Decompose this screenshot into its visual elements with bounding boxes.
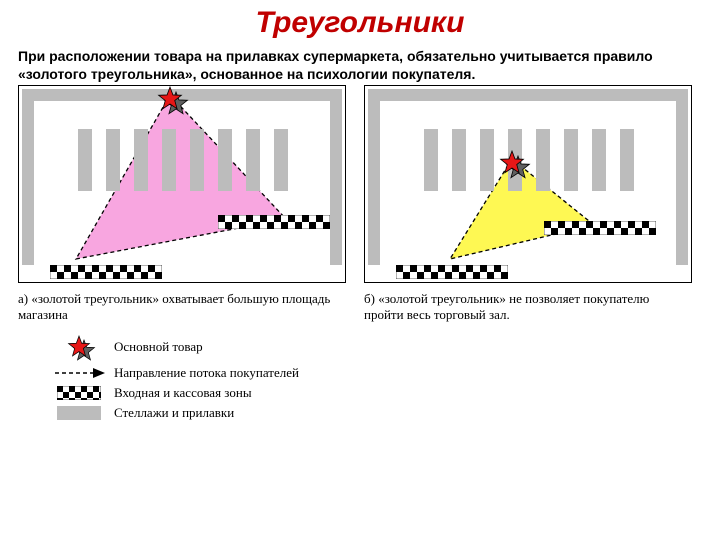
- arrow-icon: [50, 366, 108, 380]
- caption-a: а) «золотой треугольник» охватывает боль…: [18, 291, 338, 323]
- legend: Основной товар Направление потока покупа…: [50, 333, 720, 421]
- legend-row: Направление потока покупателей: [50, 365, 720, 381]
- panel-a-border: [18, 85, 346, 283]
- legend-row: Основной товар: [50, 333, 720, 361]
- page-title: Треугольники: [0, 6, 720, 40]
- intro-text: При расположении товара на прилавках суп…: [18, 48, 702, 83]
- star-icon: [50, 333, 108, 361]
- panel-b-border: [364, 85, 692, 283]
- diagrams-row: а) «золотой треугольник» охватывает боль…: [0, 85, 720, 323]
- legend-label: Входная и кассовая зоны: [114, 385, 252, 401]
- checker-icon: [50, 386, 108, 400]
- legend-label: Направление потока покупателей: [114, 365, 299, 381]
- panel-a: [22, 89, 342, 279]
- caption-b: б) «золотой треугольник» не позволяет по…: [364, 291, 684, 323]
- shelf-icon: [50, 406, 108, 420]
- panel-b: [368, 89, 688, 279]
- legend-label: Стеллажи и прилавки: [114, 405, 234, 421]
- legend-row: Стеллажи и прилавки: [50, 405, 720, 421]
- legend-label: Основной товар: [114, 339, 203, 355]
- legend-row: Входная и кассовая зоны: [50, 385, 720, 401]
